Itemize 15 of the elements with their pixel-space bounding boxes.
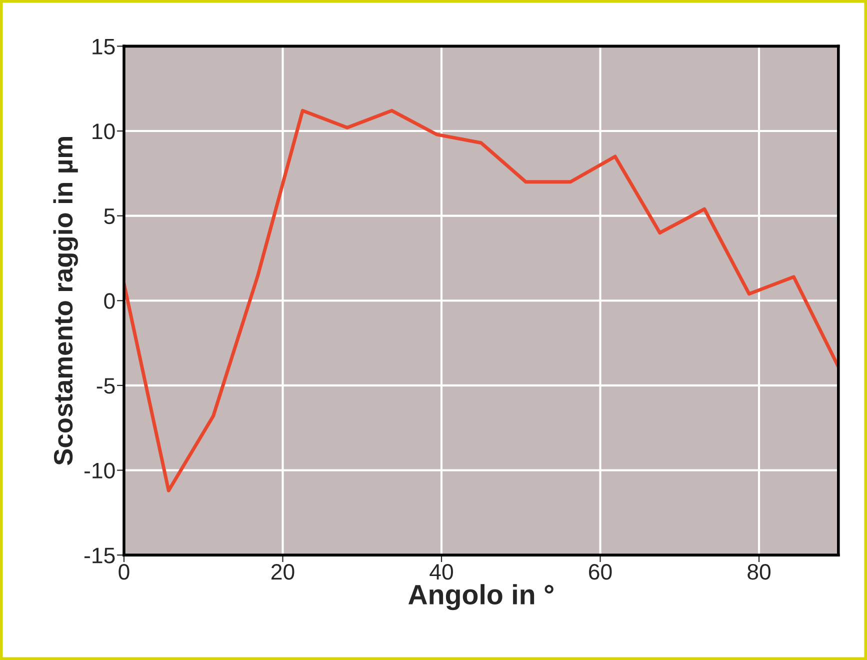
x-tick-label: 60: [589, 564, 612, 580]
x-tick-label: 80: [748, 564, 770, 580]
y-tick-label: -15: [84, 548, 115, 564]
x-tick-label: 0: [118, 564, 130, 580]
y-axis-title: Scostamento raggio in µm: [53, 137, 78, 466]
y-tick-label: 10: [92, 124, 115, 140]
x-axis-title: Angolo in °: [408, 584, 554, 610]
y-tick-label: 5: [104, 208, 115, 224]
y-tick-label: -10: [84, 462, 115, 479]
y-tick-label: -5: [96, 378, 115, 394]
line-series: [124, 108, 838, 492]
y-tick-label: 0: [104, 293, 115, 309]
y-tick-label: 15: [92, 38, 115, 54]
x-tick-label: 20: [272, 564, 294, 580]
x-tick-label: 40: [430, 564, 453, 580]
